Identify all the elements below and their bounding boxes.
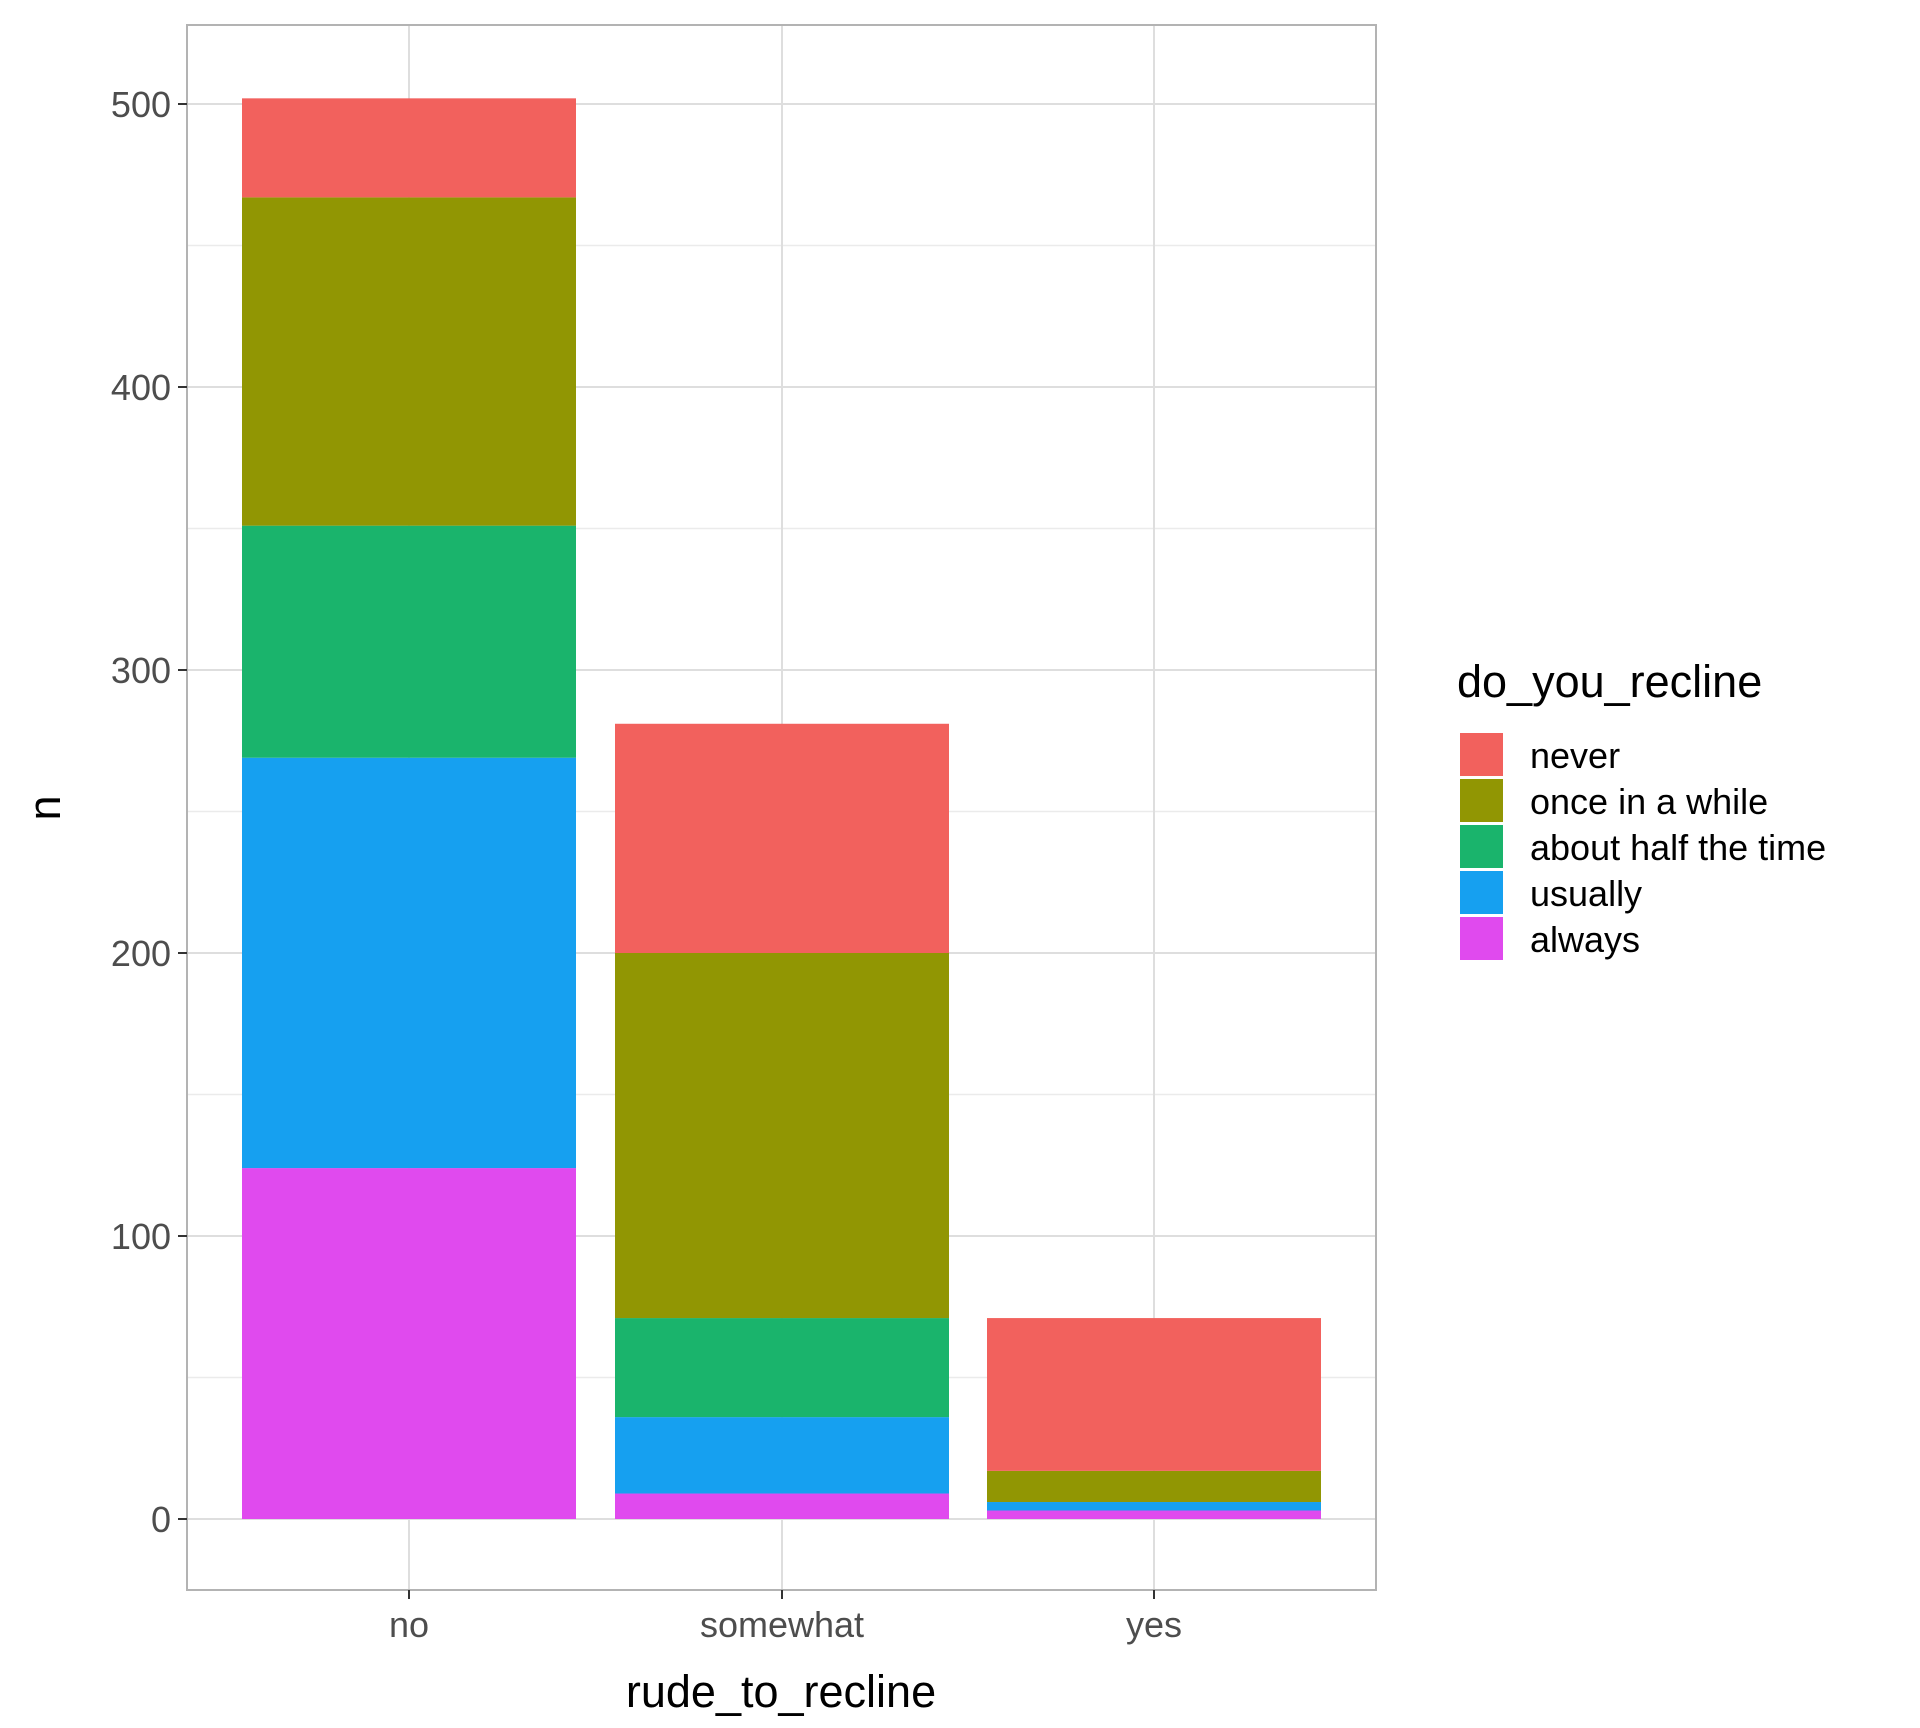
bar-segment-somewhat-always bbox=[615, 1493, 949, 1519]
legend-label: always bbox=[1530, 919, 1640, 960]
legend-key-always bbox=[1460, 917, 1503, 960]
bar-segment-somewhat-usually bbox=[615, 1417, 949, 1494]
bar-segment-no-about-half-the-time bbox=[242, 525, 576, 758]
bar-segment-no-always bbox=[242, 1168, 576, 1519]
bar-segment-no-usually bbox=[242, 757, 576, 1169]
x-tick-label: no bbox=[389, 1604, 429, 1645]
y-tick-label: 0 bbox=[151, 1499, 171, 1540]
legend-label: about half the time bbox=[1530, 827, 1826, 868]
legend-label: never bbox=[1530, 735, 1620, 776]
y-tick-label: 300 bbox=[111, 650, 171, 691]
y-axis-title: n bbox=[19, 795, 70, 820]
legend-label: once in a while bbox=[1530, 781, 1768, 822]
bar-segment-no-never bbox=[242, 98, 576, 198]
bar-segment-no-once-in-a-while bbox=[242, 197, 576, 526]
bar-segment-yes-never bbox=[987, 1318, 1321, 1471]
x-tick-label: somewhat bbox=[700, 1604, 864, 1645]
y-tick-label: 200 bbox=[111, 933, 171, 974]
bar-segment-somewhat-never bbox=[615, 723, 949, 953]
bar-segment-yes-usually bbox=[987, 1502, 1321, 1511]
bar-segment-yes-once-in-a-while bbox=[987, 1470, 1321, 1503]
y-tick-label: 100 bbox=[111, 1216, 171, 1257]
legend-key-about-half-the-time bbox=[1460, 825, 1503, 868]
legend-key-never bbox=[1460, 733, 1503, 776]
legend-key-usually bbox=[1460, 871, 1503, 914]
y-tick-label: 400 bbox=[111, 367, 171, 408]
bar-segment-somewhat-about-half-the-time bbox=[615, 1318, 949, 1418]
x-axis-title: rude_to_recline bbox=[626, 1666, 936, 1717]
legend-title: do_you_recline bbox=[1457, 656, 1762, 707]
legend-label: usually bbox=[1530, 873, 1642, 914]
x-tick-label: yes bbox=[1126, 1604, 1182, 1645]
y-tick-label: 500 bbox=[111, 84, 171, 125]
bar-segment-yes-always bbox=[987, 1510, 1321, 1519]
legend-key-once-in-a-while bbox=[1460, 779, 1503, 822]
bar-segment-somewhat-once-in-a-while bbox=[615, 953, 949, 1319]
